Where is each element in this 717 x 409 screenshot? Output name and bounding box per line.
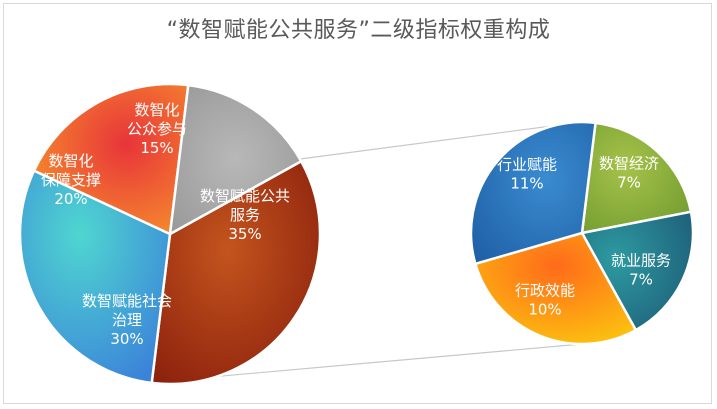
chart-title: “数智赋能公共服务”二级指标权重构成 <box>166 18 551 43</box>
sub-pie-name-label-2: 行政效能 <box>515 282 575 300</box>
main-pie-percent-label-2: 20% <box>54 190 87 208</box>
main-pie-name-label-1: 治理 <box>112 311 142 329</box>
sub-pie-slice-0 <box>580 121 693 235</box>
main-pie-percent-label-0: 35% <box>228 225 261 243</box>
sub-pie-percent-label-2: 10% <box>528 301 561 319</box>
main-pie-slice-2 <box>32 82 190 236</box>
sub-pie-percent-label-1: 7% <box>629 271 653 289</box>
main-pie-name-label-0: 数智赋能公共 <box>200 187 290 205</box>
main-pie-percent-label-3: 15% <box>140 139 173 157</box>
sub-pie-slice-label-1: 就业服务 7% <box>611 252 671 289</box>
main-pie-slice-label-2: 数智化保障支撑 20% <box>41 152 101 208</box>
main-pie-name-label-2: 数智化 <box>48 152 93 170</box>
main-pie-name-label-0: 服务 <box>230 206 260 224</box>
sub-pie-slice-1 <box>580 210 695 332</box>
main-pie-slice-label-3: 数智化公众参与 15% <box>127 101 187 157</box>
sub-pie-slice-3 <box>469 120 597 266</box>
sub-pie-name-label-3: 行业赋能 <box>497 156 557 174</box>
main-pie-slice-3 <box>168 83 303 237</box>
main-pie-name-label-3: 公众参与 <box>127 120 187 138</box>
sub-pie-percent-label-0: 7% <box>617 174 641 192</box>
main-pie-percent-label-1: 30% <box>110 330 143 348</box>
sub-pie-slice-label-3: 行业赋能 11% <box>497 156 557 193</box>
sub-pie-name-label-1: 就业服务 <box>611 252 671 270</box>
main-pie-slice-0 <box>150 159 322 386</box>
main-pie-slice-label-1: 数智赋能社会治理 30% <box>82 292 172 348</box>
sub-pie-slice-2 <box>473 231 638 346</box>
connector-line-top <box>299 121 583 160</box>
sub-pie-slice-label-2: 行政效能 10% <box>515 282 575 319</box>
sub-pie-percent-label-3: 11% <box>510 175 543 193</box>
main-pie-slice-1 <box>18 168 172 385</box>
main-pie-name-label-2: 保障支撑 <box>41 171 101 189</box>
main-pie-name-label-3: 数智化 <box>134 101 179 119</box>
sub-pie-slice-label-0: 数智经济 7% <box>599 155 659 192</box>
sub-pie-name-label-0: 数智经济 <box>599 155 659 173</box>
main-pie-slice-label-0: 数智赋能公共服务 35% <box>200 187 290 243</box>
main-pie-name-label-1: 数智赋能社会 <box>82 292 172 310</box>
